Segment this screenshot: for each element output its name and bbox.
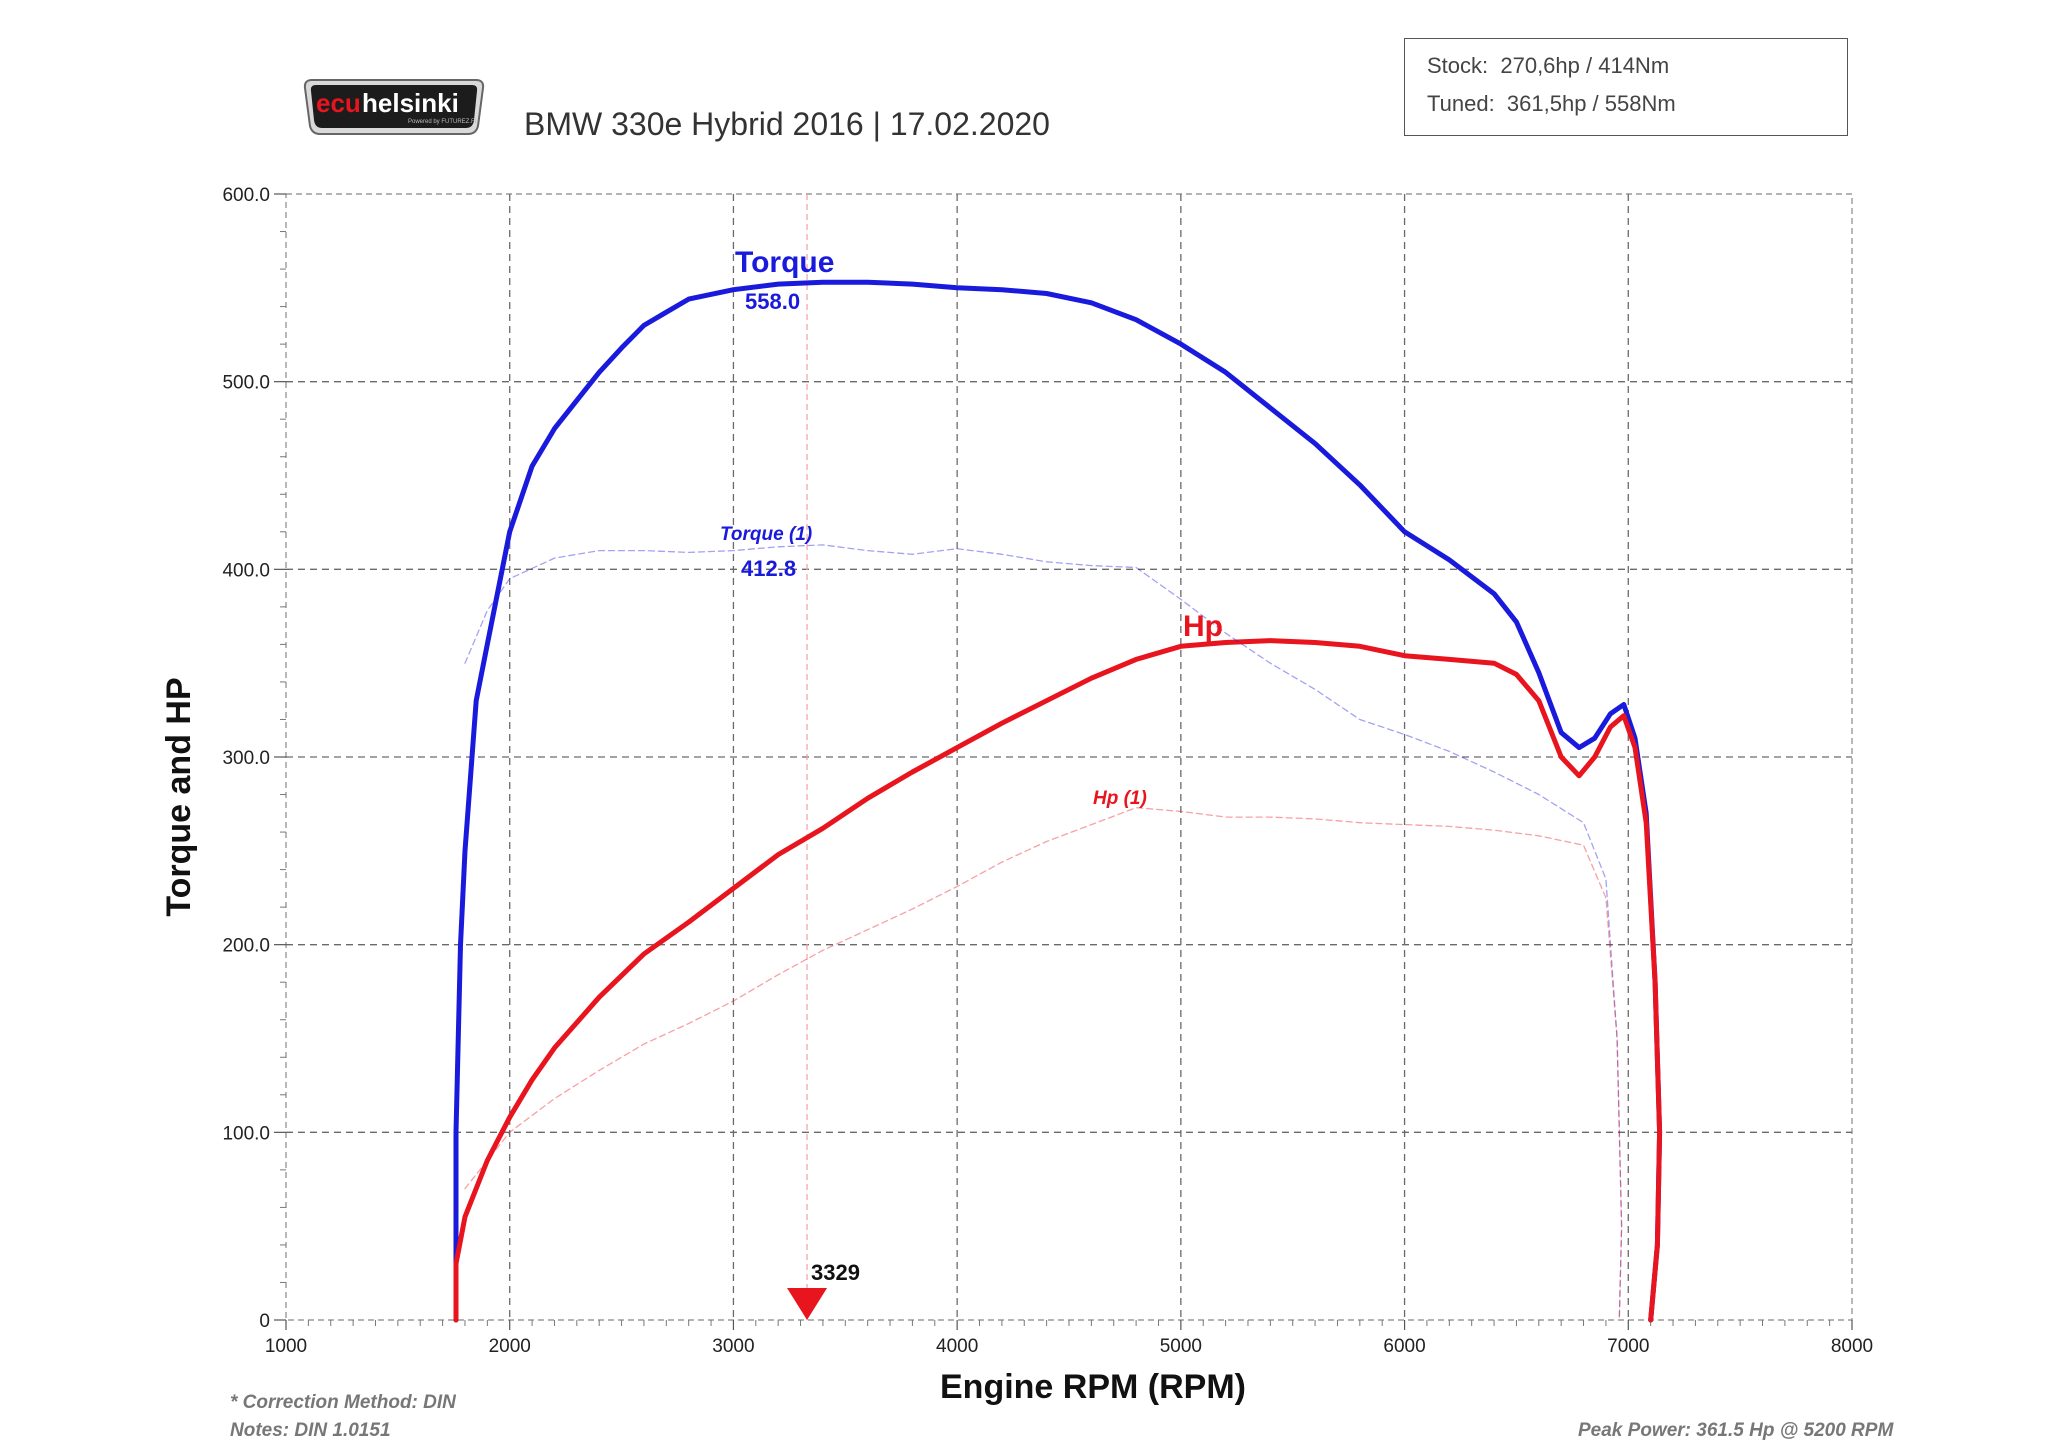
rpm-cursor-label: 3329 <box>811 1260 860 1285</box>
x-tick-label: 4000 <box>936 1336 978 1357</box>
y-tick-label: 500.0 <box>222 373 270 394</box>
hp-1-series-label: Hp (1) <box>1093 788 1147 809</box>
hp-series-label: Hp <box>1183 610 1223 643</box>
torque-series-label: Torque <box>735 246 834 279</box>
y-tick-label: 0 <box>259 1311 270 1332</box>
logo-tagline: Powered by FUTUREZ.FI <box>408 119 477 125</box>
x-tick-label: 5000 <box>1160 1336 1202 1357</box>
stock-values: Stock: 270,6hp / 414Nm <box>1427 53 1670 78</box>
tuned-values: Tuned: 361,5hp / 558Nm <box>1427 91 1676 116</box>
grid-layer <box>285 193 1853 1321</box>
x-tick-label: 6000 <box>1383 1336 1425 1357</box>
peak-power-note: Peak Power: 361.5 Hp @ 5200 RPM <box>1578 1420 1894 1441</box>
y-tick-label: 300.0 <box>222 748 270 769</box>
correction-method-note: * Correction Method: DIN <box>230 1392 456 1413</box>
y-tick-label: 100.0 <box>222 1123 270 1144</box>
rpm-cursor-marker <box>787 1288 828 1320</box>
y-tick-label: 400.0 <box>222 560 270 581</box>
stock-tuned-box: Stock: 270,6hp / 414Nm Tuned: 361,5hp / … <box>1404 38 1848 136</box>
x-tick-label: 1000 <box>265 1336 307 1357</box>
torque-value-label: 558.0 <box>745 289 800 314</box>
torque-1-line <box>464 544 1623 1321</box>
hp-line <box>453 638 1663 1323</box>
chart-title: BMW 330e Hybrid 2016 | 17.02.2020 <box>524 106 1050 142</box>
series-layer <box>453 279 1663 1323</box>
y-tick-label: 200.0 <box>222 936 270 957</box>
x-tick-label: 3000 <box>712 1336 754 1357</box>
ecuhelsinki-logo: ecu helsinki Powered by FUTUREZ.FI <box>303 79 485 135</box>
x-axis-title: Engine RPM (RPM) <box>940 1368 1246 1406</box>
y-axis-title: Torque and HP <box>160 677 198 916</box>
din-note: Notes: DIN 1.0151 <box>230 1420 391 1441</box>
x-tick-label: 8000 <box>1831 1336 1873 1357</box>
logo-text-helsinki: helsinki <box>362 88 459 118</box>
y-tick-label: 600.0 <box>222 185 270 206</box>
torque-1-value-label: 412.8 <box>741 556 796 581</box>
torque-line <box>453 279 1663 1323</box>
logo-text-ecu: ecu <box>316 88 361 118</box>
x-tick-label: 7000 <box>1607 1336 1649 1357</box>
axis-layer: 1000 2000 3000 4000 5000 6000 7000 8000 0 100.0 20… <box>160 185 1873 1406</box>
label-layer: 3329 Torque 558.0 Hp Torque (1) 412.8 Hp (1) <box>720 246 1223 1320</box>
x-tick-label: 2000 <box>489 1336 531 1357</box>
torque-1-series-label: Torque (1) <box>720 524 812 545</box>
hp-1-line <box>464 807 1623 1321</box>
